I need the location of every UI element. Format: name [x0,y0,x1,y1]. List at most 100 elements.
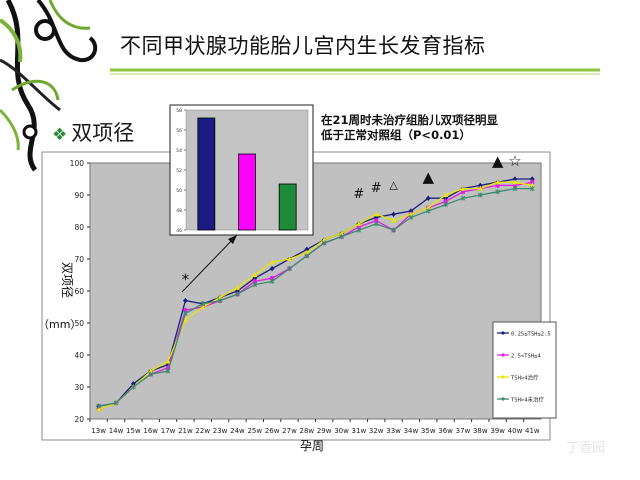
note-line-1: 在21周时未治疗组胎儿双项径明显 [321,113,499,127]
y-tick-label: 90 [74,191,84,200]
y-tick-label: 70 [74,255,84,264]
y-axis-unit: （mm） [38,318,81,331]
legend-marker [501,353,505,357]
x-tick-label: 32w [369,427,384,435]
arrowhead-icon [228,235,237,244]
plot-area [89,162,542,420]
data-point-series-2 [530,180,535,185]
data-point-series-3 [477,186,483,191]
data-point-series-2 [166,365,171,370]
data-point-series-4 [200,301,206,307]
x-tick-label: 40w [508,427,523,435]
data-point-series-2 [495,183,500,188]
x-tick-label: 24w [230,427,245,435]
legend-label: TSH>4未治疗 [511,396,545,404]
data-point-series-4 [304,253,310,259]
x-tick-label: 33w [386,427,401,435]
legend: 0.25≤TSH≤2.5 2.5<TSH≤4 TSH>4治疗 TSH>4未治疗 [492,321,557,419]
data-point-series-2 [356,225,361,229]
inset-bar-2 [238,153,256,231]
legend-marker [501,397,505,401]
x-tick-label: 31w [352,427,367,435]
inset-y-tick-label: 48 [176,208,182,214]
data-point-series-4 [425,208,431,214]
data-point-series-1 [391,211,397,217]
legend-marker [501,375,505,379]
y-axis-label: 双项径 [60,262,74,298]
note-line-2: 低于正常对照组（P<0.01） [321,128,471,142]
data-point-series-2 [270,276,275,281]
bullet-text: 双项径 [71,121,135,145]
data-point-series-3 [304,250,310,255]
inset-y-tick-label: 54 [176,148,182,154]
inset-y-tick-label: 52 [176,168,182,174]
data-point-series-3 [529,182,535,188]
data-point-series-4 [113,400,119,406]
legend-label: 0.25≤TSH≤2.5 [511,332,551,338]
x-tick-label: 36w [438,427,453,435]
data-point-series-1 [304,246,310,252]
data-point-series-3 [182,317,188,322]
legend-label: 2.5<TSH≤4 [511,354,541,360]
inset-bar-3 [278,183,297,231]
data-point-series-4 [96,403,102,409]
data-point-series-4 [495,189,500,195]
data-point-series-4 [339,234,344,239]
y-tick-label: 30 [74,383,84,392]
data-point-series-4 [443,202,448,207]
x-tick-label: 16w [143,427,158,435]
data-point-series-4 [529,186,535,191]
x-tick-label: 21w [178,427,193,435]
data-point-series-3 [321,237,327,242]
x-tick-label: 22w [195,427,210,435]
significance-marker: ▲ [492,152,504,170]
data-point-series-3 [200,304,206,309]
data-point-series-2 [252,279,257,284]
significance-marker: * [182,271,190,289]
data-point-series-3 [269,259,275,265]
x-axis-label: 孕周 [300,439,324,453]
data-point-series-3 [373,211,379,217]
data-point-series-1 [425,195,431,201]
x-tick-label: 37w [456,427,471,435]
significance-marker: ▲ [422,168,434,186]
x-tick-label: 28w [300,427,315,435]
data-point-series-3 [165,358,171,364]
data-point-series-4 [165,368,171,374]
bullet-heading: ❖ 双项径 [52,117,134,147]
data-point-series-3 [339,230,345,236]
y-tick-label: 50 [74,319,84,328]
significance-marker: △ [389,179,398,192]
data-point-series-4 [356,227,362,233]
data-point-series-3 [391,218,397,223]
data-point-series-3 [148,368,154,373]
x-tick-label: 13w [91,427,106,435]
x-tick-label: 14w [109,427,124,435]
y-tick-label: 40 [74,351,84,360]
data-point-series-4 [235,291,240,297]
data-point-series-4 [252,282,258,287]
x-tick-label: 35w [421,427,436,435]
y-tick-label: 60 [74,287,84,296]
slide-title: 不同甲状腺功能胎儿宫内生长发育指标 [120,34,486,58]
data-point-series-4 [408,215,414,220]
corner-swirl-decoration [0,0,98,172]
series-line-4 [98,187,533,407]
data-point-series-2 [183,308,188,313]
legend-label: TSH>4治疗 [511,374,539,382]
inset-y-tick-label: 46 [176,228,182,234]
data-point-series-3 [460,186,466,191]
data-point-series-3 [425,205,431,210]
data-point-series-4 [512,186,518,191]
x-tick-label: 30w [334,427,349,435]
data-point-series-4 [269,279,275,284]
x-tick-label: 26w [265,427,280,435]
inset-pointer-arrow [181,234,238,293]
data-point-series-4 [131,384,136,390]
x-tick-label: 17w [161,427,176,435]
y-tick-label: 80 [74,223,84,232]
data-point-series-3 [96,406,102,412]
data-point-series-2 [374,218,379,223]
y-tick-label: 100 [70,159,85,168]
